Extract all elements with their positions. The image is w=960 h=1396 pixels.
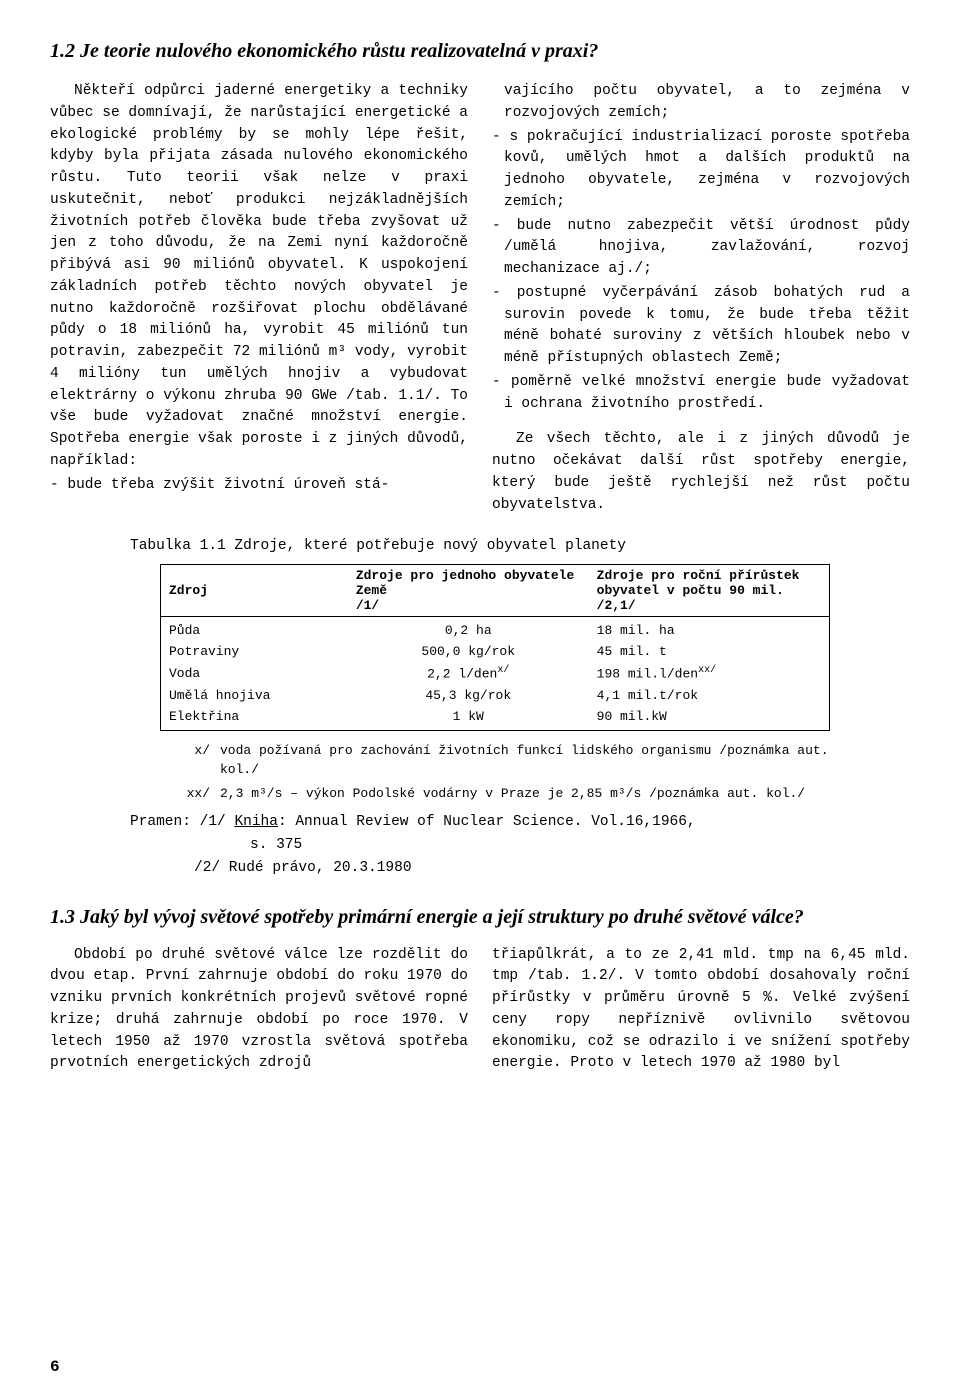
cell-per-year: 4,1 mil.t/rok bbox=[589, 685, 830, 706]
right-bullet-3: - postupné vyčerpávání zásob bohatých ru… bbox=[492, 283, 910, 370]
cell-per-year: 90 mil.kW bbox=[589, 706, 830, 731]
table-source: Pramen: /1/ Kniha: Annual Review of Nucl… bbox=[130, 811, 910, 881]
section-1-3-right: třiapůlkrát, a to ze 2,41 mld. tmp na 6,… bbox=[492, 945, 910, 1078]
table-1-1: Zdroj Zdroje pro jednoho obyvatele Země … bbox=[160, 564, 830, 730]
table-row: Potraviny500,0 kg/rok45 mil. t bbox=[161, 641, 830, 662]
cell-zdroj: Umělá hnojiva bbox=[161, 685, 348, 706]
section-1-2-body: Někteří odpůrci jaderné energetiky a tec… bbox=[50, 81, 910, 518]
s13-left-para: Období po druhé světové válce lze rozděl… bbox=[50, 945, 468, 1076]
table-row: Voda2,2 l/denx/198 mil.l/denxx/ bbox=[161, 662, 830, 684]
right-column: vajícího počtu obyvatel, a to zejména v … bbox=[492, 81, 910, 518]
header-per-year: Zdroje pro roční přírůstek obyvatel v po… bbox=[589, 565, 830, 617]
header-zdroj: Zdroj bbox=[161, 565, 348, 617]
cell-per-person: 0,2 ha bbox=[348, 617, 589, 642]
footnote-xx-text: 2,3 m³/s – výkon Podolské vodárny v Praz… bbox=[220, 784, 805, 804]
left-paragraph: Někteří odpůrci jaderné energetiky a tec… bbox=[50, 81, 468, 473]
cell-per-person: 2,2 l/denx/ bbox=[348, 662, 589, 684]
header-per-person: Zdroje pro jednoho obyvatele Země /1/ bbox=[348, 565, 589, 617]
cell-per-year: 18 mil. ha bbox=[589, 617, 830, 642]
right-bullet-1: - s pokračující industrializací poroste … bbox=[492, 127, 910, 214]
table-header-row: Zdroj Zdroje pro jednoho obyvatele Země … bbox=[161, 565, 830, 617]
footnote-x-label: x/ bbox=[170, 741, 210, 780]
footnote-xx: xx/ 2,3 m³/s – výkon Podolské vodárny v … bbox=[170, 784, 830, 804]
cell-per-person: 500,0 kg/rok bbox=[348, 641, 589, 662]
cell-per-person: 1 kW bbox=[348, 706, 589, 731]
right-bullet-2: - bude nutno zabezpečit větší úrodnost p… bbox=[492, 216, 910, 281]
right-bullet-4: - poměrně velké množství energie bude vy… bbox=[492, 372, 910, 416]
left-bullet-continuation: - bude třeba zvýšit životní úroveň stá- bbox=[50, 475, 468, 497]
right-continuation: vajícího počtu obyvatel, a to zejména v … bbox=[492, 81, 910, 125]
left-column: Někteří odpůrci jaderné energetiky a tec… bbox=[50, 81, 468, 518]
cell-per-year: 45 mil. t bbox=[589, 641, 830, 662]
source-1: /1/ Kniha: Annual Review of Nuclear Scie… bbox=[200, 814, 696, 830]
cell-per-year: 198 mil.l/denxx/ bbox=[589, 662, 830, 684]
source-label: Pramen: bbox=[130, 814, 191, 830]
page-number: 6 bbox=[50, 1358, 60, 1376]
section-1-3-body: Období po druhé světové válce lze rozděl… bbox=[50, 945, 910, 1078]
table-row: Půda0,2 ha18 mil. ha bbox=[161, 617, 830, 642]
source-2: /2/ Rudé právo, 20.3.1980 bbox=[194, 860, 412, 876]
cell-zdroj: Voda bbox=[161, 662, 348, 684]
cell-zdroj: Půda bbox=[161, 617, 348, 642]
section-1-2-title: 1.2 Je teorie nulového ekonomického růst… bbox=[50, 40, 910, 63]
section-1-3-left: Období po druhé světové válce lze rozděl… bbox=[50, 945, 468, 1078]
table-1-1-caption: Tabulka 1.1 Zdroje, které potřebuje nový… bbox=[130, 538, 910, 554]
footnote-x: x/ voda požívaná pro zachování životních… bbox=[170, 741, 830, 780]
source-1-line2: s. 375 bbox=[250, 837, 302, 853]
s13-right-para: třiapůlkrát, a to ze 2,41 mld. tmp na 6,… bbox=[492, 945, 910, 1076]
cell-per-person: 45,3 kg/rok bbox=[348, 685, 589, 706]
cell-zdroj: Elektřina bbox=[161, 706, 348, 731]
footnote-x-text: voda požívaná pro zachování životních fu… bbox=[220, 741, 830, 780]
section-1-3-title: 1.3 Jaký byl vývoj světové spotřeby prim… bbox=[50, 905, 910, 929]
table-row: Umělá hnojiva45,3 kg/rok4,1 mil.t/rok bbox=[161, 685, 830, 706]
table-row: Elektřina1 kW90 mil.kW bbox=[161, 706, 830, 731]
right-closing-para: Ze všech těchto, ale i z jiných důvodů j… bbox=[492, 429, 910, 516]
footnote-xx-label: xx/ bbox=[170, 784, 210, 804]
table-footnotes: x/ voda požívaná pro zachování životních… bbox=[170, 741, 830, 804]
cell-zdroj: Potraviny bbox=[161, 641, 348, 662]
